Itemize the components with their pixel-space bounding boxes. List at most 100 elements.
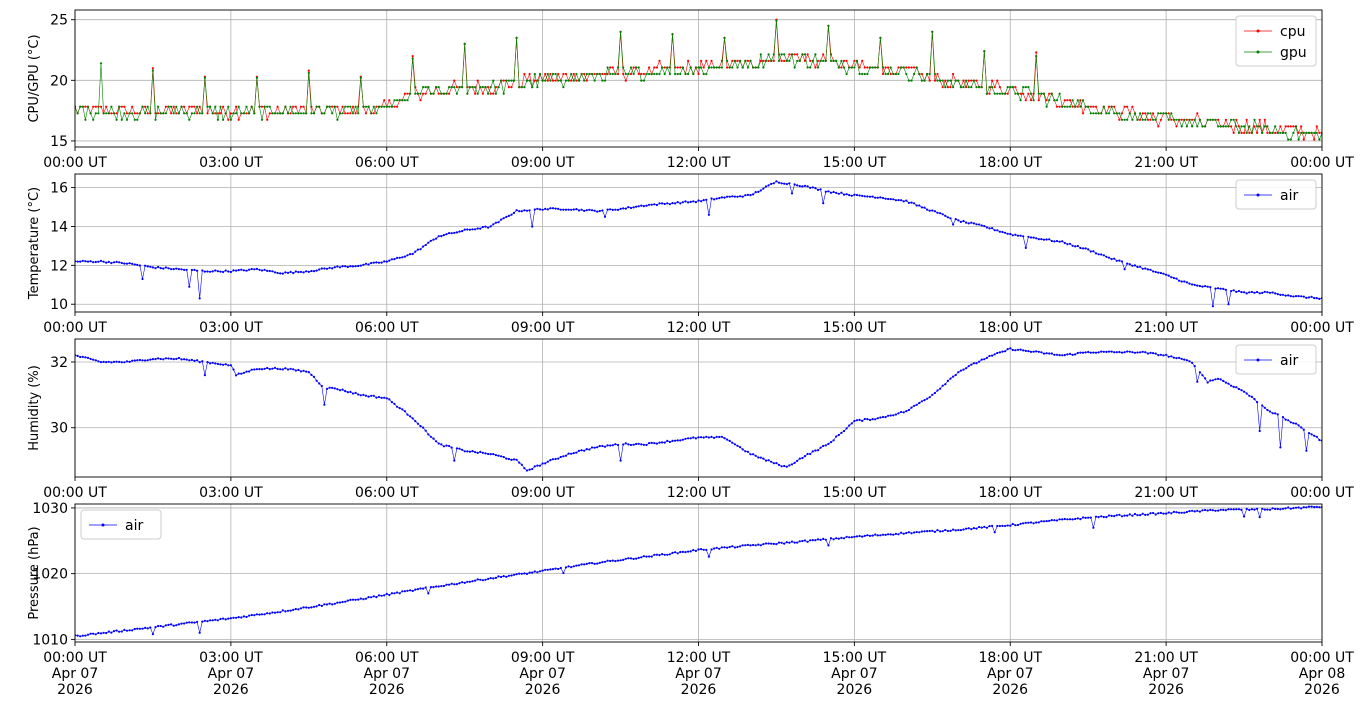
- data-point: [162, 267, 165, 270]
- x-tick-label: 21:00 UT Apr 07 2026: [1134, 650, 1198, 698]
- data-point: [983, 525, 986, 528]
- data-point: [952, 72, 955, 76]
- data-point: [307, 71, 310, 75]
- data-point: [120, 261, 123, 265]
- data-point: [406, 92, 409, 95]
- data-point: [913, 72, 916, 76]
- data-point: [149, 112, 152, 115]
- data-point: [923, 79, 926, 82]
- data-point: [409, 415, 412, 418]
- data-point: [980, 526, 983, 529]
- data-point: [146, 359, 149, 362]
- data-point: [453, 459, 456, 462]
- data-point: [1001, 350, 1004, 353]
- data-point: [637, 442, 640, 445]
- data-point: [965, 527, 968, 530]
- data-point: [1167, 274, 1170, 277]
- data-point: [510, 213, 513, 216]
- data-point: [351, 392, 355, 395]
- data-point: [642, 443, 646, 446]
- data-point: [445, 444, 448, 447]
- data-point: [567, 565, 570, 568]
- data-point: [814, 539, 817, 542]
- data-point: [871, 195, 874, 198]
- data-point: [993, 531, 996, 534]
- x-tick-label: 12:00 UT: [667, 155, 731, 171]
- data-point: [1037, 99, 1040, 102]
- data-point: [1167, 511, 1170, 514]
- data-point: [367, 263, 370, 266]
- data-point: [1159, 112, 1162, 115]
- data-point: [294, 607, 297, 611]
- data-point: [1149, 512, 1152, 515]
- data-point: [164, 105, 167, 108]
- data-point: [1040, 520, 1043, 523]
- data-point: [640, 79, 643, 82]
- data-point: [1178, 118, 1181, 121]
- data-point: [1294, 422, 1298, 425]
- data-point: [705, 198, 708, 201]
- data-point: [988, 92, 991, 95]
- data-point: [289, 609, 292, 612]
- data-point: [952, 86, 955, 89]
- data-point: [1110, 105, 1113, 108]
- data-point: [505, 457, 508, 460]
- data-point: [266, 612, 269, 615]
- data-point: [487, 92, 490, 95]
- data-point: [546, 79, 549, 82]
- data-point: [1115, 514, 1118, 517]
- data-point: [983, 225, 986, 228]
- x-tick-label: 03:00 UT: [199, 155, 263, 171]
- data-point: [1230, 125, 1233, 128]
- data-point: [203, 76, 206, 79]
- data-point: [694, 201, 698, 204]
- data-point: [713, 547, 716, 550]
- data-point: [1198, 118, 1201, 121]
- data-point: [393, 592, 396, 595]
- data-point: [1152, 511, 1155, 515]
- data-point: [133, 359, 136, 362]
- data-point: [206, 105, 209, 108]
- data-point: [803, 455, 807, 458]
- data-point: [146, 105, 149, 108]
- data-point: [1071, 353, 1074, 356]
- data-point: [414, 92, 417, 95]
- data-point: [461, 86, 464, 89]
- data-point: [811, 539, 814, 542]
- data-point: [235, 374, 238, 377]
- data-point: [1292, 131, 1295, 134]
- data-point: [510, 86, 513, 89]
- data-point: [170, 623, 173, 626]
- data-point: [242, 112, 245, 115]
- data-point: [1183, 511, 1186, 514]
- data-point: [988, 354, 991, 358]
- data-point: [749, 194, 752, 197]
- data-point: [1035, 521, 1038, 524]
- data-point: [998, 230, 1002, 233]
- data-point: [910, 201, 913, 204]
- legend-label-air: air: [1280, 353, 1298, 369]
- data-point: [133, 118, 136, 121]
- data-point: [759, 456, 762, 459]
- data-point: [377, 594, 381, 597]
- data-point: [666, 439, 669, 442]
- data-point: [606, 559, 609, 562]
- data-point: [598, 561, 601, 565]
- data-point: [658, 202, 661, 205]
- data-point: [946, 529, 950, 533]
- data-point: [970, 79, 973, 82]
- data-point: [229, 364, 232, 367]
- data-point: [1094, 351, 1098, 354]
- data-point: [1152, 112, 1155, 115]
- data-point: [344, 112, 347, 115]
- data-point: [1248, 508, 1251, 512]
- data-point: [861, 59, 864, 63]
- data-point: [1279, 508, 1282, 511]
- data-point: [1180, 280, 1183, 283]
- data-point: [991, 354, 994, 357]
- data-point: [806, 66, 809, 69]
- data-point: [1006, 524, 1009, 527]
- data-point: [302, 271, 305, 274]
- data-point: [411, 252, 414, 256]
